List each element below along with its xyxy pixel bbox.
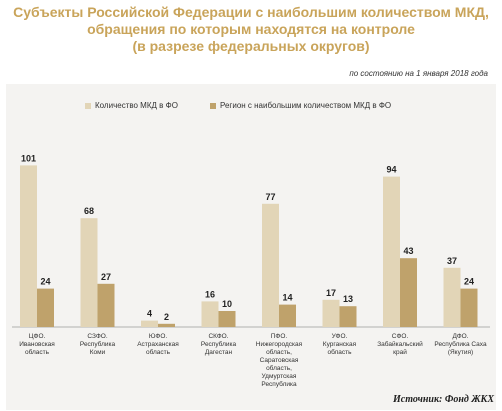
- category-label-line: Республика: [261, 380, 297, 388]
- legend-swatch-series-1: [85, 102, 91, 109]
- category-label-line: Республика: [201, 340, 237, 348]
- category-label-line: (Якутия): [448, 349, 473, 356]
- value-label-series-2-cat-6: 13: [343, 294, 353, 304]
- value-label-series-1-cat-8: 37: [447, 256, 457, 266]
- as-of-date: по состоянию на 1 января 2018 года: [349, 69, 488, 78]
- category-label-line: УФО.: [332, 333, 348, 340]
- category-label-7: СФО. Забайкальский край: [377, 333, 423, 356]
- bar-series-1-cat-4: [201, 301, 219, 327]
- value-label-series-2-cat-2: 27: [101, 272, 111, 282]
- category-label-line: область: [327, 348, 352, 356]
- category-label-line: область: [25, 348, 50, 356]
- category-label-1: ЦФО. Ивановская область: [19, 333, 55, 356]
- category-label-line: область: [146, 348, 171, 356]
- category-label-line: ЦФО.: [29, 333, 46, 340]
- bar-series-2-cat-2: [97, 283, 115, 327]
- category-label-line: СКФО.: [208, 333, 228, 340]
- bar-series-1-cat-7: [383, 176, 400, 327]
- category-label-line: ДФО.: [452, 333, 468, 340]
- value-label-series-1-cat-7: 94: [386, 165, 396, 175]
- category-label-line: ПФО.: [271, 333, 288, 340]
- value-label-series-1-cat-6: 17: [326, 288, 336, 298]
- bar-series-1-cat-1: [20, 165, 37, 327]
- bar-series-1-cat-5: [262, 203, 279, 327]
- bar-series-2-cat-1: [37, 288, 54, 327]
- category-label-line: область,: [266, 364, 292, 372]
- category-label-line: Дагестан: [205, 349, 233, 356]
- value-label-series-1-cat-3: 4: [147, 309, 152, 319]
- category-label-line: СФО.: [392, 333, 409, 340]
- source-note: Источник: Фонд ЖКХ: [392, 394, 494, 405]
- bar-series-2-cat-3: [158, 323, 175, 327]
- category-label-line: Республика: [80, 340, 116, 348]
- legend-item-series-1: Количество МКД в ФО: [85, 101, 178, 110]
- category-label-line: край: [393, 348, 407, 356]
- category-label-line: область,: [266, 348, 292, 356]
- value-label-series-1-cat-2: 68: [84, 206, 94, 216]
- title-line-2: обращения по которым находятся на контро…: [87, 21, 415, 37]
- category-label-line: Забайкальский: [377, 340, 423, 348]
- category-label-line: ЮФО.: [149, 333, 168, 340]
- bar-series-1-cat-8: [443, 267, 461, 327]
- bar-series-2-cat-5: [279, 304, 296, 327]
- value-label-series-2-cat-7: 43: [403, 246, 413, 256]
- category-label-2: СЗФО. Республика Коми: [80, 333, 116, 356]
- legend-label-series-1: Количество МКД в ФО: [95, 101, 178, 110]
- value-label-series-1-cat-5: 77: [265, 192, 275, 202]
- value-label-series-1-cat-4: 16: [205, 289, 215, 299]
- category-label-line: Ивановская: [19, 341, 55, 348]
- category-label-line: Курганская: [323, 341, 357, 348]
- category-label-3: ЮФО. Астраханская область: [137, 333, 179, 356]
- value-label-series-2-cat-5: 14: [282, 293, 292, 303]
- category-label-line: СЗФО.: [87, 333, 107, 340]
- value-label-series-2-cat-4: 10: [222, 299, 232, 309]
- category-label-line: Республика Саха: [434, 340, 487, 348]
- bar-series-1-cat-2: [80, 218, 98, 327]
- category-label-line: Коми: [90, 349, 106, 356]
- bar-series-1-cat-6: [322, 299, 340, 327]
- bar-series-1-cat-3: [141, 320, 158, 327]
- category-label-8: ДФО. Республика Саха (Якутия): [434, 333, 487, 356]
- category-label-6: УФО. Курганская область: [323, 333, 357, 356]
- category-label-line: Удмуртская: [262, 373, 297, 380]
- legend-swatch-series-2: [210, 102, 216, 109]
- category-label-5: ПФО. Нижегородская область, Саратовская обла…: [256, 333, 303, 388]
- legend-item-series-2: Регион с наибольшим количеством МКД в ФО: [210, 101, 391, 110]
- category-label-line: Нижегородская: [256, 341, 303, 348]
- bar-series-2-cat-8: [460, 288, 478, 327]
- value-label-series-1-cat-1: 101: [21, 153, 36, 163]
- bar-series-2-cat-7: [400, 258, 417, 327]
- value-label-series-2-cat-8: 24: [464, 277, 474, 287]
- category-label-4: СКФО. Республика Дагестан: [201, 333, 237, 356]
- title-line-1: Субъекты Российской Федерации с наибольш…: [13, 4, 489, 20]
- title-line-3: (в разрезе федеральных округов): [132, 38, 370, 54]
- value-label-series-2-cat-3: 2: [164, 312, 169, 322]
- category-label-line: Астраханская: [137, 341, 179, 348]
- bar-series-2-cat-4: [218, 311, 236, 327]
- chart-title: Субъекты Российской Федерации с наибольш…: [0, 4, 502, 55]
- bar-series-2-cat-6: [339, 306, 357, 327]
- value-label-series-2-cat-1: 24: [40, 277, 50, 287]
- legend-label-series-2: Регион с наибольшим количеством МКД в ФО: [220, 101, 392, 110]
- category-label-line: Саратовская: [260, 357, 299, 364]
